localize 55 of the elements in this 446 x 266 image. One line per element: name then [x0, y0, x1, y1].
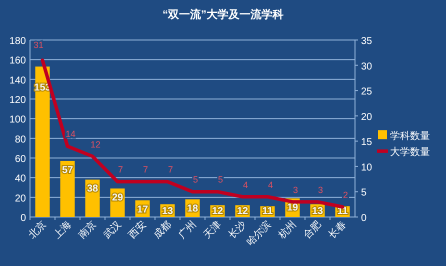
x-tick-label: 北京: [26, 218, 49, 242]
data-label: 14: [65, 129, 76, 140]
data-label: 17: [136, 204, 148, 216]
data-label: 11: [262, 206, 274, 217]
data-label: 7: [118, 164, 124, 175]
x-tick-label: 合肥: [300, 218, 324, 242]
x-tick-label: 广州: [176, 218, 199, 242]
y-tick-label: 120: [9, 95, 26, 106]
data-label: 18: [186, 203, 198, 214]
y2-tick-label: 35: [361, 36, 373, 47]
y2-tick-label: 15: [361, 137, 373, 148]
data-label: 19: [286, 202, 298, 214]
bar: [35, 66, 50, 217]
data-label: 4: [268, 180, 274, 190]
y-tick-label: 180: [9, 36, 26, 47]
y2-tick-label: 5: [361, 188, 367, 199]
data-label: 7: [142, 164, 148, 175]
data-label: 38: [86, 184, 98, 195]
y2-tick-label: 25: [361, 86, 373, 98]
y-tick-label: 20: [14, 193, 26, 204]
y2-tick-label: 20: [361, 112, 373, 123]
y-tick-label: 100: [9, 114, 26, 126]
x-tick-label: 哈尔滨: [244, 218, 274, 248]
x-tick-label: 长春: [326, 218, 349, 242]
x-tick-label: 天津: [200, 218, 224, 242]
legend-label: 大学数量: [390, 146, 430, 158]
y-tick-label: 140: [9, 75, 26, 86]
chart-title: “双一流”大学及一流学科: [162, 8, 284, 21]
x-tick-label: 西安: [126, 218, 149, 242]
x-tick-label: 南京: [76, 218, 99, 242]
data-label: 29: [112, 192, 124, 204]
y-tick-label: 0: [20, 213, 26, 224]
data-label: 4: [242, 180, 248, 190]
legend-label: 学科数量: [390, 130, 430, 142]
y2-tick-label: 30: [361, 61, 373, 72]
data-label: 3: [318, 184, 324, 195]
y-tick-label: 160: [9, 56, 26, 67]
y2-tick-label: 10: [361, 162, 373, 174]
y-tick-label: 80: [14, 134, 26, 146]
data-label: 12: [236, 206, 248, 217]
x-tick-label: 武汉: [100, 218, 124, 242]
data-label: 13: [312, 206, 324, 217]
data-label: 12: [212, 206, 224, 217]
data-label: 31: [33, 40, 44, 50]
data-label: 13: [162, 206, 174, 217]
y-tick-label: 40: [14, 174, 26, 185]
x-tick-label: 杭州: [275, 218, 299, 242]
x-tick-label: 上海: [50, 218, 74, 242]
data-label: 3: [292, 184, 298, 195]
data-label: 57: [62, 164, 74, 176]
data-label: 7: [168, 164, 174, 175]
y2-tick-label: 0: [361, 213, 367, 224]
x-tick-label: 成都: [150, 218, 174, 242]
data-label: 12: [90, 139, 101, 150]
y-tick-label: 60: [14, 154, 26, 165]
